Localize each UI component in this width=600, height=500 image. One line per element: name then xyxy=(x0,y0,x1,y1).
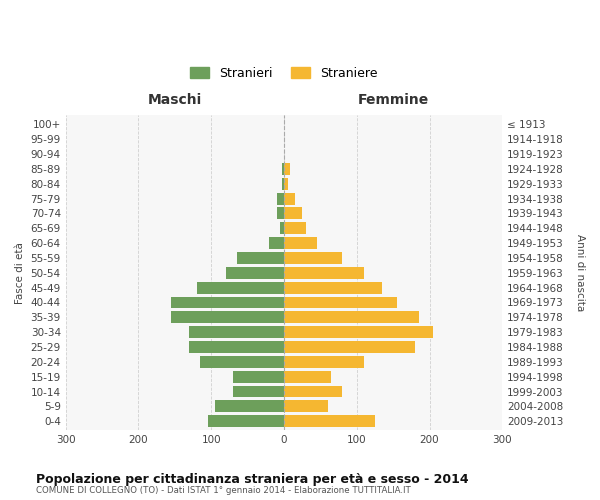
Bar xyxy=(284,326,433,338)
Bar xyxy=(197,282,284,294)
Bar xyxy=(284,356,364,368)
Bar xyxy=(277,192,284,204)
Bar xyxy=(284,208,302,220)
Bar xyxy=(284,416,375,427)
Bar xyxy=(284,192,295,204)
Bar xyxy=(200,356,284,368)
Text: Popolazione per cittadinanza straniera per età e sesso - 2014: Popolazione per cittadinanza straniera p… xyxy=(36,472,469,486)
Bar xyxy=(284,312,419,324)
Bar xyxy=(280,222,284,234)
Bar xyxy=(282,178,284,190)
Bar xyxy=(284,386,342,398)
Bar xyxy=(284,237,317,249)
Bar xyxy=(284,252,342,264)
Text: COMUNE DI COLLEGNO (TO) - Dati ISTAT 1° gennaio 2014 - Elaborazione TUTTITALIA.I: COMUNE DI COLLEGNO (TO) - Dati ISTAT 1° … xyxy=(36,486,411,495)
Bar xyxy=(171,312,284,324)
Bar xyxy=(284,163,290,175)
Bar xyxy=(284,341,415,353)
Bar xyxy=(269,237,284,249)
Bar xyxy=(236,252,284,264)
Bar xyxy=(215,400,284,412)
Bar xyxy=(226,267,284,278)
Bar xyxy=(277,208,284,220)
Bar xyxy=(284,267,364,278)
Bar xyxy=(284,178,287,190)
Y-axis label: Fasce di età: Fasce di età xyxy=(15,242,25,304)
Bar xyxy=(233,386,284,398)
Bar xyxy=(233,371,284,382)
Y-axis label: Anni di nascita: Anni di nascita xyxy=(575,234,585,312)
Bar xyxy=(190,341,284,353)
Bar xyxy=(171,296,284,308)
Bar xyxy=(282,163,284,175)
Text: Maschi: Maschi xyxy=(148,94,202,108)
Bar xyxy=(208,416,284,427)
Bar xyxy=(284,371,331,382)
Bar xyxy=(284,296,397,308)
Text: Femmine: Femmine xyxy=(358,94,429,108)
Bar xyxy=(190,326,284,338)
Bar xyxy=(284,222,306,234)
Bar xyxy=(284,400,328,412)
Bar xyxy=(284,282,382,294)
Legend: Stranieri, Straniere: Stranieri, Straniere xyxy=(185,62,383,85)
